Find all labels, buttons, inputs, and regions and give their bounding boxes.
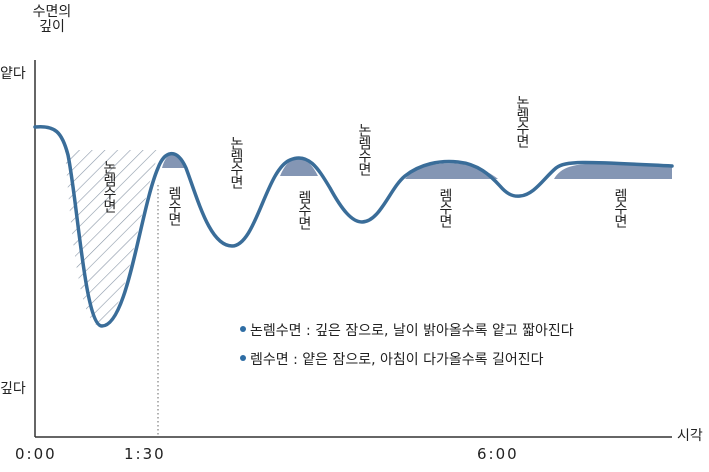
rem-area-2 — [280, 158, 318, 176]
x-tick-label: 0:00 — [15, 445, 57, 463]
y-axis-title: 수면의 깊이 — [32, 4, 72, 35]
x-axis-title: 시각 — [677, 428, 703, 444]
nrem-label-2: 논렘수면 — [228, 136, 244, 188]
x-tick-label: 1:30 — [124, 445, 166, 463]
nrem-label-1: 논렘수면 — [101, 160, 117, 212]
sleep-depth-curve — [33, 124, 674, 328]
y-axis-top-label: 얕다 — [0, 66, 26, 82]
x-tick-label: 6:00 — [477, 445, 519, 463]
rem-label-2: 렘수면 — [296, 190, 312, 229]
rem-label-1: 렘수면 — [166, 186, 182, 225]
nrem-hatched-area — [65, 150, 160, 326]
nrem-label-4: 논렘수면 — [514, 95, 530, 147]
legend-nrem: 논렘수면 : 깊은 잠으로, 날이 밝아올수록 얕고 짧아진다 — [240, 322, 574, 340]
nrem-label-3: 논렘수면 — [356, 123, 372, 175]
rem-label-3: 렘수면 — [437, 188, 453, 227]
legend-rem: 렘수면 : 얕은 잠으로, 아침이 다가올수록 길어진다 — [240, 351, 543, 369]
rem-label-4: 렘수면 — [612, 188, 628, 227]
y-axis-bottom-label: 깊다 — [0, 381, 26, 397]
bullet-icon — [240, 355, 246, 361]
rem-area-4 — [554, 163, 672, 179]
bullet-icon — [240, 326, 246, 332]
rem-area-1 — [162, 154, 186, 168]
